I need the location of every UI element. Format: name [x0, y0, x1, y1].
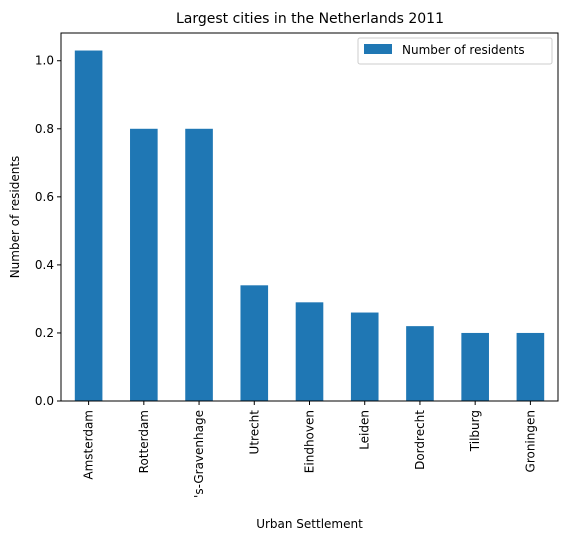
bar-7: [406, 326, 434, 401]
bar-9: [516, 332, 545, 401]
y-tick-label: 0.6: [35, 190, 54, 204]
x-axis-label: Urban Settlement: [256, 517, 363, 531]
bar-1: [74, 50, 103, 402]
y-axis-label: Number of residents: [8, 156, 22, 279]
x-tick-label: Tilburg: [468, 410, 482, 452]
bar-8: [461, 332, 489, 401]
bar-3: [185, 128, 213, 402]
x-axis: Amsterdam Rotterdam 's-Gravenhage Utrecht Ei…: [82, 401, 537, 498]
y-axis: 0.0 0.2 0.4 0.6 0.8 1.0: [35, 54, 61, 408]
x-tick-label: Dordrecht: [413, 410, 427, 470]
legend-box: [357, 37, 553, 65]
x-tick-label: Eindhoven: [303, 410, 317, 473]
bar-4: [240, 285, 269, 401]
legend-label: Number of residents: [402, 43, 525, 57]
x-tick-label: Amsterdam: [82, 410, 96, 480]
y-tick-label: 0.4: [35, 258, 54, 272]
x-tick-label: Leiden: [358, 410, 372, 450]
y-tick-label: 0.2: [35, 326, 54, 340]
bar-5: [295, 302, 324, 401]
x-tick-label: Groningen: [523, 410, 537, 472]
bar-6: [350, 312, 379, 401]
y-tick-label: 0.8: [35, 122, 54, 136]
bar-2: [130, 128, 158, 402]
x-tick-label: Utrecht: [247, 410, 261, 455]
plot-frame: [60, 32, 559, 402]
chart-title: Largest cities in the Netherlands 2011: [176, 11, 444, 27]
legend: Number of residents: [357, 37, 553, 65]
x-tick-label: Rotterdam: [137, 410, 151, 473]
x-tick-label: 's-Gravenhage: [192, 410, 206, 498]
y-tick-label: 1.0: [35, 54, 54, 68]
legend-swatch: [364, 44, 392, 54]
bars-group: [74, 50, 545, 402]
y-tick-label: 0.0: [35, 394, 54, 408]
